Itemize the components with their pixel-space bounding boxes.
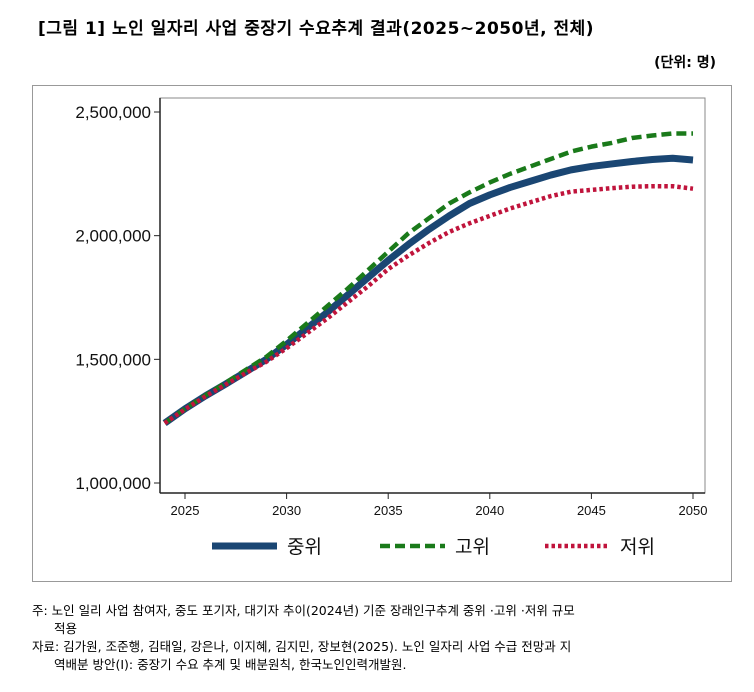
- series-line-dashed: [163, 131, 693, 425]
- series-line-solid: [162, 154, 694, 427]
- x-tick-label: 2045: [577, 503, 606, 518]
- y-tick-label: 2,500,000: [75, 103, 151, 122]
- source-line-1: 자료: 김가원, 조준행, 김태일, 강은나, 이지혜, 김지민, 장보현(20…: [32, 639, 572, 654]
- x-tick-label: 2040: [475, 503, 504, 518]
- legend-label: 고위: [455, 536, 490, 558]
- series-line-dotted: [163, 183, 694, 426]
- x-tick-label: 2035: [374, 503, 403, 518]
- y-tick-label: 1,000,000: [75, 474, 151, 493]
- plot-area: [159, 97, 706, 494]
- source-line-2: 역배분 방안(Ⅰ): 중장기 수요 추계 및 배분원칙, 한국노인인력개발원.: [54, 657, 407, 672]
- x-tick-label: 2030: [272, 503, 301, 518]
- note-line-1b: 적용: [54, 621, 78, 636]
- note-line-1: 주: 노인 일리 사업 참여자, 중도 포기자, 대기자 추이(2024년) 기…: [32, 603, 575, 618]
- note: 주: 노인 일리 사업 참여자, 중도 포기자, 대기자 추이(2024년) 기…: [32, 602, 732, 674]
- unit-label: (단위: 명): [654, 55, 716, 71]
- legend-label: 저위: [620, 536, 655, 558]
- figure-title: [그림 1] 노인 일자리 사업 중장기 수요추계 결과(2025~2050년,…: [38, 19, 595, 39]
- chart-frame: [32, 85, 732, 582]
- x-tick-label: 2050: [679, 503, 708, 518]
- y-tick-label: 2,000,000: [75, 227, 151, 246]
- y-tick-label: 1,500,000: [75, 350, 151, 369]
- legend-label: 중위: [287, 536, 322, 558]
- x-tick-label: 2025: [171, 503, 200, 518]
